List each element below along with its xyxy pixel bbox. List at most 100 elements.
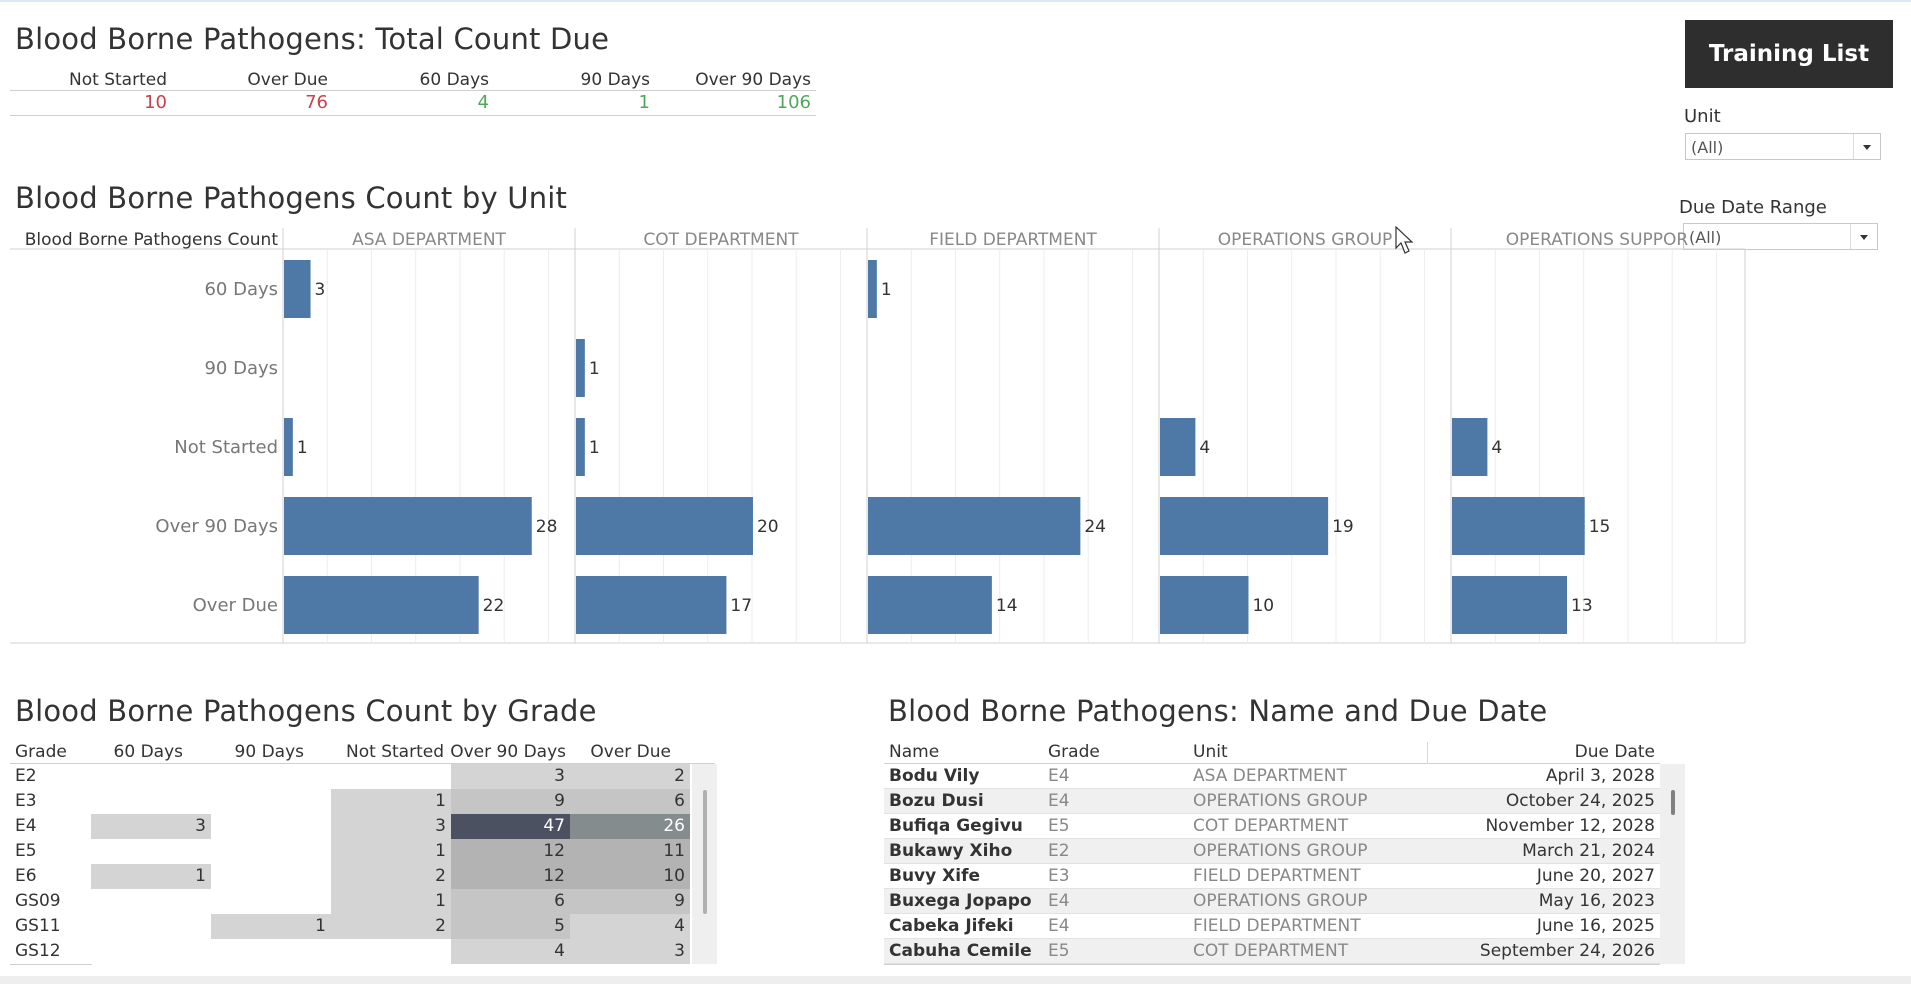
person-due-date: November 12, 2028 [1485,816,1655,836]
person-unit: OPERATIONS GROUP [1193,841,1368,861]
unit-filter-label: Unit [1684,106,1721,127]
name-table-row[interactable] [884,814,1660,839]
person-grade: E5 [1048,816,1070,836]
grade-bottom-line [10,964,92,965]
chevron-down-icon[interactable] [1850,224,1877,249]
grade-value-cell[interactable]: 1 [211,914,331,939]
grade-value-cell[interactable]: 3 [451,764,570,789]
grade-scrollbar-thumb[interactable] [703,790,707,914]
grade-value-cell[interactable]: 3 [570,939,690,964]
bar-data-label: 28 [536,517,558,537]
grade-value-cell[interactable]: 2 [331,914,451,939]
bar [284,418,293,476]
person-due-date: May 16, 2023 [1538,891,1655,911]
summary-title: Blood Borne Pathogens: Total Count Due [15,22,610,56]
due-date-filter-select[interactable]: (All) [1683,223,1878,250]
bar-data-label: 1 [881,280,892,300]
grade-value-cell[interactable]: 47 [451,814,570,839]
grade-value-cell[interactable]: 9 [570,889,690,914]
grade-value-cell[interactable]: 26 [570,814,690,839]
bar-data-label: 1 [589,438,600,458]
mouse-cursor-icon [1395,226,1414,254]
bar [576,576,727,634]
bar [1452,418,1488,476]
summary-col-header: Not Started [69,70,167,90]
person-grade: E4 [1048,916,1070,936]
due-date-filter-value: (All) [1689,228,1722,247]
unit-filter-select[interactable]: (All) [1685,133,1881,160]
person-due-date: June 20, 2027 [1536,866,1655,886]
grade-value-cell[interactable]: 10 [570,864,690,889]
grade-value-cell[interactable]: 4 [451,939,570,964]
bar [284,576,479,634]
grade-value-cell[interactable]: 3 [91,814,211,839]
grade-value-cell[interactable]: 2 [570,764,690,789]
name-header-divider [884,763,1660,764]
chevron-down-icon[interactable] [1853,134,1880,159]
bar [576,418,585,476]
person-name: Bozu Dusi [889,791,984,811]
grade-value-cell[interactable]: 6 [570,789,690,814]
bar-data-label: 4 [1491,438,1502,458]
category-label: 90 Days [204,358,278,379]
grade-value-cell[interactable]: 1 [331,839,451,864]
name-scrollbar-thumb[interactable] [1671,790,1675,815]
person-name: Bukawy Xiho [889,841,1013,861]
person-name: Buvy Xife [889,866,981,886]
grade-value-cell[interactable]: 9 [451,789,570,814]
grade-value-cell[interactable]: 2 [331,864,451,889]
person-due-date: September 24, 2026 [1479,941,1655,961]
name-col-header: Grade [1048,742,1100,762]
bar-data-label: 24 [1084,517,1106,537]
grade-col-header: Over Due [590,742,671,762]
name-table-row[interactable] [884,864,1660,889]
person-grade: E5 [1048,941,1070,961]
grade-value-cell[interactable]: 11 [570,839,690,864]
name-table-row[interactable] [884,939,1660,964]
unit-chart-title: Blood Borne Pathogens Count by Unit [15,181,568,215]
name-col-header: Due Date [1574,742,1655,762]
summary-value: 76 [305,92,328,113]
name-table-row[interactable] [884,889,1660,914]
grade-value-cell[interactable]: 1 [331,789,451,814]
person-grade: E4 [1048,791,1070,811]
training-list-button[interactable]: Training List [1685,20,1893,88]
bar-data-label: 19 [1332,517,1354,537]
name-col-header: Unit [1193,742,1228,762]
grade-col-header: Not Started [346,742,444,762]
category-label: Not Started [174,437,278,458]
summary-divider [10,115,816,116]
name-table-row[interactable] [884,839,1660,864]
summary-value: 1 [638,92,650,113]
grade-value-cell[interactable]: 3 [331,814,451,839]
bottom-tab-strip [0,976,1911,984]
grade-label: GS09 [15,891,61,911]
name-table-row[interactable] [884,764,1660,789]
grade-value-cell[interactable]: 1 [91,864,211,889]
person-grade: E4 [1048,766,1070,786]
bar [1160,418,1196,476]
name-table-row[interactable] [884,789,1660,814]
person-unit: OPERATIONS GROUP [1193,891,1368,911]
summary-value: 106 [776,92,811,113]
grade-value-cell[interactable]: 12 [451,864,570,889]
panel-header: ASA DEPARTMENT [352,230,506,250]
person-unit: COT DEPARTMENT [1193,941,1349,961]
name-table-row[interactable] [884,914,1660,939]
person-grade: E3 [1048,866,1070,886]
person-due-date: April 3, 2028 [1545,766,1655,786]
summary-col-header: Over Due [247,70,328,90]
bar [1452,576,1568,634]
person-unit: FIELD DEPARTMENT [1193,866,1361,886]
grade-value-cell[interactable]: 12 [451,839,570,864]
person-unit: COT DEPARTMENT [1193,816,1349,836]
person-name: Bufiqa Gegivu [889,816,1023,836]
grade-value-cell[interactable]: 6 [451,889,570,914]
grade-value-cell[interactable]: 1 [331,889,451,914]
grade-value-cell[interactable]: 4 [570,914,690,939]
person-due-date: June 16, 2025 [1536,916,1655,936]
grade-value-cell[interactable]: 5 [451,914,570,939]
grade-col-header: Grade [15,742,67,762]
name-table-title: Blood Borne Pathogens: Name and Due Date [888,694,1548,728]
grade-col-header: Over 90 Days [450,742,566,762]
